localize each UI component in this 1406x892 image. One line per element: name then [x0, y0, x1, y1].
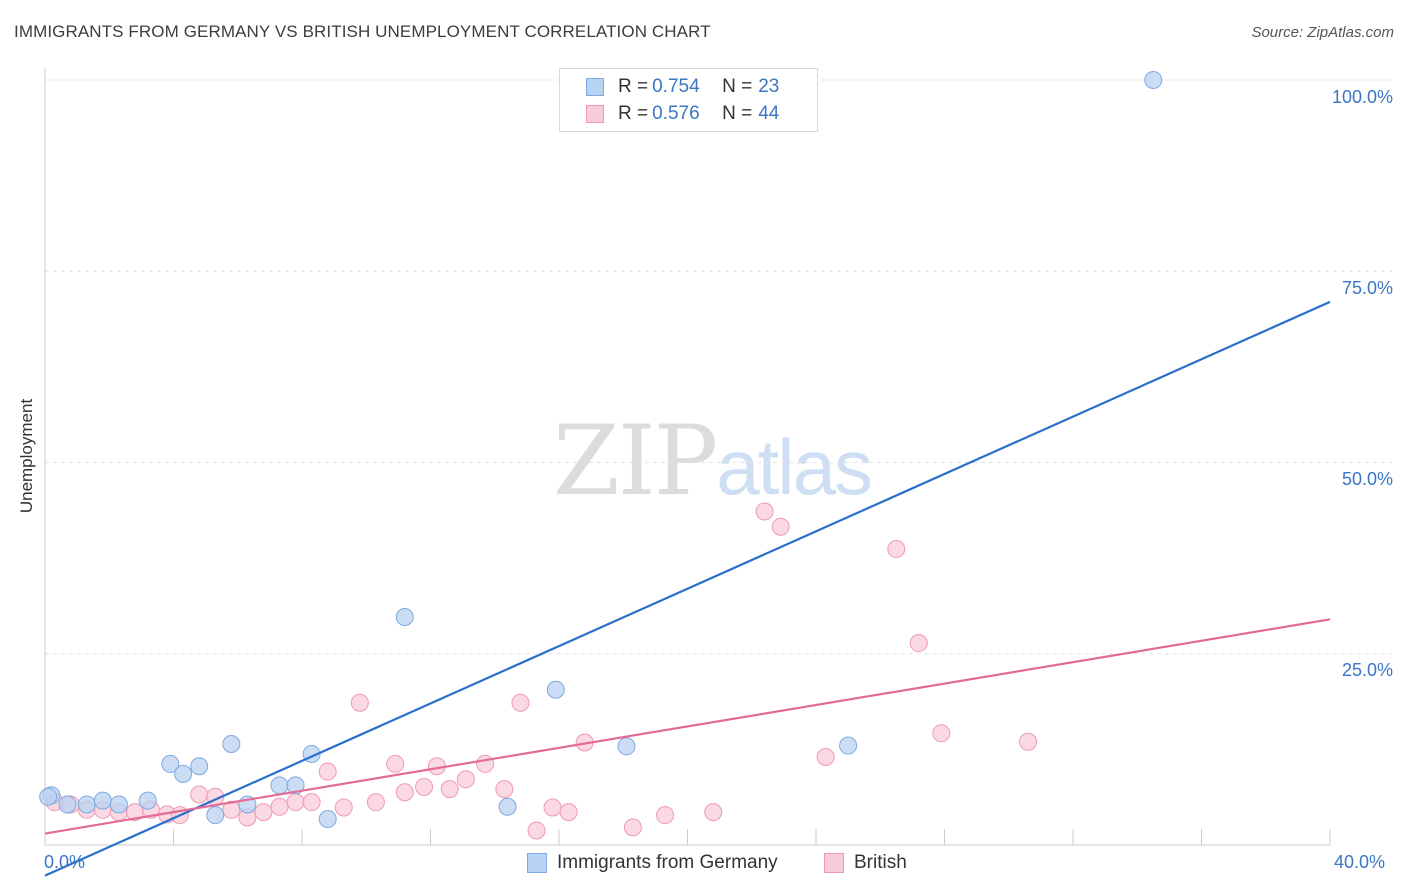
british-point	[456, 770, 475, 789]
british-point	[656, 806, 675, 825]
british-trendline	[44, 618, 1331, 835]
watermark: ZIPatlas	[553, 405, 873, 517]
legend-r-label: R =	[618, 76, 649, 97]
legend-item-germany: Immigrants from Germany	[527, 852, 778, 874]
germany-point	[174, 764, 193, 783]
germany-point	[270, 776, 289, 795]
british-point	[909, 634, 928, 653]
british-point	[704, 803, 723, 822]
british-point	[415, 777, 434, 796]
british-point	[270, 797, 289, 816]
germany-point	[395, 608, 414, 627]
correlation-legend: R = 0.754 N = 23 R = 0.576 N = 44	[559, 68, 818, 132]
british-point	[771, 517, 790, 536]
british-point	[302, 793, 321, 812]
germany-point	[161, 754, 180, 773]
germany-point	[58, 795, 77, 814]
legend-swatch-blue	[527, 853, 547, 873]
watermark-zip: ZIP	[553, 405, 718, 517]
germany-point	[546, 680, 565, 699]
british-point	[366, 793, 385, 812]
y-tick-label: 75.0%	[1341, 278, 1393, 298]
legend-label-germany: Immigrants from Germany	[557, 852, 778, 873]
germany-point	[617, 737, 636, 756]
legend-item-british: British	[824, 852, 907, 874]
legend-n-label: N =	[722, 103, 753, 124]
legend-label-british: British	[854, 852, 907, 873]
british-point	[350, 693, 369, 712]
y-tick-label: 50.0%	[1341, 469, 1393, 489]
british-point	[495, 780, 514, 799]
germany-point	[498, 797, 517, 816]
british-point	[527, 821, 546, 840]
british-point	[254, 803, 273, 822]
british-point	[222, 800, 241, 819]
germany-trendline	[44, 300, 1331, 877]
germany-point	[138, 791, 157, 810]
germany-point	[93, 791, 112, 810]
germany-point	[839, 736, 858, 755]
legend-swatch-pink	[824, 853, 844, 873]
british-point	[623, 818, 642, 837]
british-point	[334, 798, 353, 817]
watermark-atlas: atlas	[716, 423, 873, 511]
legend-swatch-pink	[586, 105, 604, 123]
chart-title: IMMIGRANTS FROM GERMANY VS BRITISH UNEMP…	[14, 22, 711, 41]
british-point	[755, 502, 774, 521]
germany-point	[77, 795, 96, 814]
germany-point	[39, 787, 58, 806]
british-point	[386, 754, 405, 773]
british-point	[476, 754, 495, 773]
legend-row-germany: R = 0.754 N = 23	[586, 75, 779, 99]
legend-n-value: 44	[758, 103, 780, 124]
germany-point	[190, 757, 209, 776]
british-point	[440, 780, 459, 799]
legend-swatch-blue	[586, 78, 604, 96]
germany-point	[286, 776, 305, 795]
british-point	[511, 693, 530, 712]
germany-point	[318, 809, 337, 828]
legend-row-british: R = 0.576 N = 44	[586, 102, 779, 126]
x-tick-label: 0.0%	[44, 852, 86, 872]
british-point	[559, 803, 578, 822]
legend-r-value: 0.576	[652, 103, 700, 124]
british-point	[395, 783, 414, 802]
legend-n-value: 23	[758, 76, 780, 97]
british-point	[543, 798, 562, 817]
germany-point	[1144, 71, 1163, 89]
germany-point	[206, 806, 225, 825]
british-point	[286, 793, 305, 812]
legend-r-value: 0.754	[652, 76, 700, 97]
british-point	[1019, 732, 1038, 751]
x-tick-label: 40.0%	[1334, 852, 1386, 872]
y-tick-label: 100.0%	[1331, 87, 1393, 107]
british-point	[318, 762, 337, 781]
germany-point	[222, 735, 241, 754]
british-point	[932, 724, 951, 743]
british-point	[887, 539, 906, 558]
germany-point	[109, 795, 128, 814]
legend-r-label: R =	[618, 103, 649, 124]
british-point	[816, 748, 835, 767]
y-tick-label: 25.0%	[1341, 660, 1393, 680]
legend-n-label: N =	[722, 76, 753, 97]
source-label: Source: ZipAtlas.com	[1251, 24, 1394, 41]
british-point	[190, 785, 209, 804]
